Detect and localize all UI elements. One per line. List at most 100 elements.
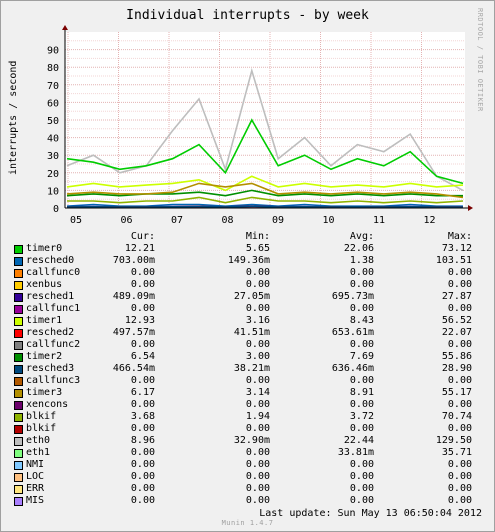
legend-min: 0.00 <box>245 459 270 470</box>
legend-cur: 12.21 <box>124 243 155 254</box>
y-tick-label: 50 <box>47 116 59 127</box>
legend-avg: 0.00 <box>349 399 374 410</box>
legend-swatch <box>14 365 23 374</box>
y-tick-label: 60 <box>47 98 59 109</box>
legend-max: 0.00 <box>447 267 472 278</box>
legend-name: eth0 <box>26 435 51 446</box>
legend-avg: 22.06 <box>343 243 374 254</box>
legend-swatch <box>14 245 23 254</box>
legend-max: 70.74 <box>441 411 472 422</box>
legend-name: resched1 <box>26 291 75 302</box>
legend-max: 56.52 <box>441 315 472 326</box>
legend-swatch <box>14 281 23 290</box>
y-axis-arrow <box>62 25 68 30</box>
legend-max: 103.51 <box>435 255 472 266</box>
legend-row: callfunc0 0.00 0.00 0.00 0.00 <box>14 267 484 279</box>
legend-row: eth0 8.96 32.90m 22.44 129.50 <box>14 435 484 447</box>
legend-cur: 12.93 <box>124 315 155 326</box>
legend-avg: 0.00 <box>349 339 374 350</box>
legend-swatch <box>14 473 23 482</box>
legend-name: resched0 <box>26 255 75 266</box>
legend-avg: 636.46m <box>331 363 374 374</box>
legend-row: MIS 0.00 0.00 0.00 0.00 <box>14 495 484 507</box>
legend-min: 0.00 <box>245 399 270 410</box>
legend-swatch <box>14 413 23 422</box>
legend-row: resched0 703.00m 149.36m 1.38 103.51 <box>14 255 484 267</box>
rrdtool-watermark: RRDTOOL / TOBI OETIKER <box>476 8 484 112</box>
legend-max: 0.00 <box>447 303 472 314</box>
legend-avg: 3.72 <box>349 411 374 422</box>
legend-name: resched3 <box>26 363 75 374</box>
legend-cur: 0.00 <box>130 447 155 458</box>
legend-row: timer3 6.17 3.14 8.91 55.17 <box>14 387 484 399</box>
legend-avg: 0.00 <box>349 471 374 482</box>
legend-avg: 653.61m <box>331 327 374 338</box>
legend-max: 55.17 <box>441 387 472 398</box>
legend-row: eth1 0.00 0.00 33.81m 35.71 <box>14 447 484 459</box>
legend-max: 0.00 <box>447 399 472 410</box>
legend-swatch <box>14 305 23 314</box>
legend-cur: 489.09m <box>112 291 155 302</box>
legend-row: resched2 497.57m 41.51m 653.61m 22.07 <box>14 327 484 339</box>
legend-max: 0.00 <box>447 459 472 470</box>
last-update: Last update: Sun May 13 06:50:04 2012 <box>259 508 482 519</box>
legend-cur: 0.00 <box>130 399 155 410</box>
x-tick-label: 10 <box>322 215 334 226</box>
legend-name: xenbus <box>26 279 63 290</box>
legend-avg: 0.00 <box>349 303 374 314</box>
legend-swatch <box>14 485 23 494</box>
legend-row: timer0 12.21 5.65 22.06 73.12 <box>14 243 484 255</box>
legend-row: callfunc3 0.00 0.00 0.00 0.00 <box>14 375 484 387</box>
legend-cur: 6.17 <box>130 387 155 398</box>
legend-max: 55.86 <box>441 351 472 362</box>
legend-avg: 695.73m <box>331 291 374 302</box>
series-line-blkif <box>67 196 464 204</box>
legend-avg: 8.43 <box>349 315 374 326</box>
legend-name: ERR <box>26 483 45 494</box>
legend-max: 0.00 <box>447 495 472 506</box>
legend-cur: 0.00 <box>130 267 155 278</box>
legend-row: LOC 0.00 0.00 0.00 0.00 <box>14 471 484 483</box>
legend-header: Cur: Min: Avg: Max: <box>14 231 484 243</box>
legend-avg: 0.00 <box>349 423 374 434</box>
y-tick-label: 80 <box>47 63 59 74</box>
legend-min: 32.90m <box>233 435 270 446</box>
legend-swatch <box>14 269 23 278</box>
legend-cur: 3.68 <box>130 411 155 422</box>
legend-avg: 0.00 <box>349 483 374 494</box>
legend-row: timer2 6.54 3.00 7.69 55.86 <box>14 351 484 363</box>
legend-min: 0.00 <box>245 447 270 458</box>
chart-title: Individual interrupts - by week <box>126 8 369 23</box>
legend-max: 0.00 <box>447 471 472 482</box>
series-line-timer3 <box>66 182 464 199</box>
legend-avg: 0.00 <box>349 495 374 506</box>
series-line-timer1 <box>66 175 464 192</box>
legend-row: NMI 0.00 0.00 0.00 0.00 <box>14 459 484 471</box>
legend-swatch <box>14 497 23 506</box>
legend-avg: 1.38 <box>349 255 374 266</box>
legend-name: callfunc0 <box>26 267 81 278</box>
y-tick-label: 10 <box>47 186 59 197</box>
legend-swatch <box>14 401 23 410</box>
legend-min: 1.94 <box>245 411 270 422</box>
x-tick-label: 06 <box>120 215 132 226</box>
x-tick-label: 08 <box>221 215 233 226</box>
y-tick-label: 90 <box>47 46 59 57</box>
legend-min: 0.00 <box>245 303 270 314</box>
legend-min: 0.00 <box>245 423 270 434</box>
legend-name: callfunc1 <box>26 303 81 314</box>
series-lines <box>66 67 464 208</box>
legend-min: 41.51m <box>233 327 270 338</box>
legend-max: 0.00 <box>447 423 472 434</box>
legend-name: xencons <box>26 399 69 410</box>
legend-name: NMI <box>26 459 45 470</box>
legend-max: 0.00 <box>447 375 472 386</box>
legend-header-cur: Cur: <box>130 231 155 242</box>
legend-avg: 7.69 <box>349 351 374 362</box>
chart-plot: 0 10 20 30 40 50 60 70 80 90 05 06 07 08 09 10 11 12 <box>47 25 473 226</box>
legend-name: callfunc3 <box>26 375 81 386</box>
legend-min: 149.36m <box>227 255 270 266</box>
x-tick-label: 11 <box>373 215 385 226</box>
legend-cur: 0.00 <box>130 495 155 506</box>
legend-row: blkif 0.00 0.00 0.00 0.00 <box>14 423 484 435</box>
